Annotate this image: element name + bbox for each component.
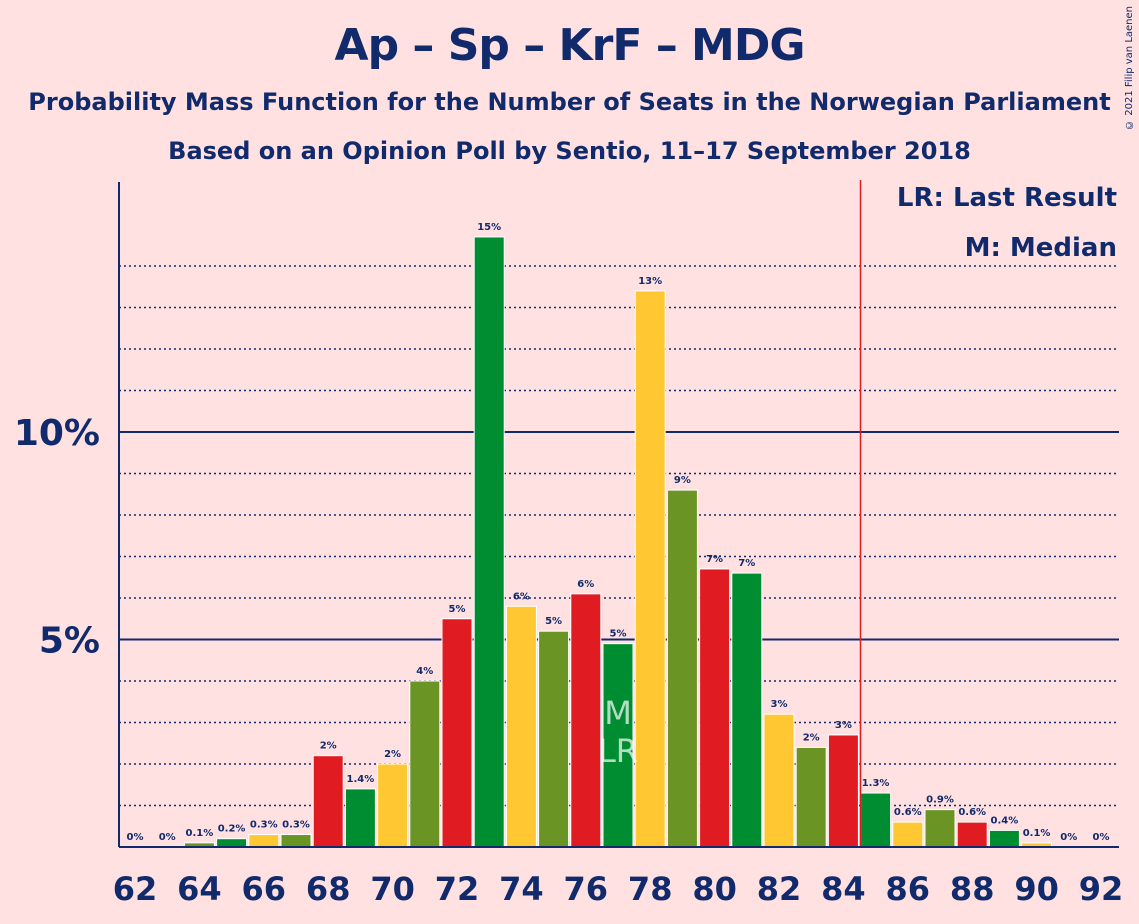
bar (312, 755, 344, 848)
data-label: 1.4% (347, 774, 375, 785)
bar (731, 572, 763, 848)
data-label: 0.3% (250, 820, 278, 831)
bar (377, 763, 409, 848)
data-label: 1.3% (862, 778, 890, 789)
x-tick-label: 86 (886, 870, 931, 908)
bar (473, 236, 505, 848)
x-tick-label: 68 (306, 870, 351, 908)
bar (699, 568, 731, 848)
data-label: 15% (477, 222, 501, 233)
data-label: 0.9% (926, 795, 954, 806)
bar (280, 834, 312, 848)
data-label: 5% (545, 616, 562, 627)
bar (248, 834, 280, 848)
data-label: 7% (738, 558, 755, 569)
data-label: 2% (803, 732, 820, 743)
chart-source: Based on an Opinion Poll by Sentio, 11–1… (168, 137, 971, 165)
data-label: 3% (835, 720, 852, 731)
y-tick-label: 5% (39, 621, 100, 662)
x-tick-label: 76 (564, 870, 609, 908)
x-tick-label: 62 (113, 870, 158, 908)
data-label: 0.4% (991, 815, 1019, 826)
x-tick-label: 70 (370, 870, 415, 908)
data-label: 7% (706, 554, 723, 565)
x-tick-label: 72 (435, 870, 480, 908)
bar (634, 290, 666, 848)
bar (505, 605, 537, 848)
x-tick-label: 78 (628, 870, 673, 908)
data-label: 0% (159, 832, 176, 843)
median-marker: M (604, 694, 632, 732)
bar (409, 680, 441, 848)
bar (924, 809, 956, 848)
data-label: 5% (449, 604, 466, 615)
data-label: 4% (416, 666, 433, 677)
bar (344, 788, 376, 848)
bar (827, 734, 859, 848)
data-label: 0.3% (282, 820, 310, 831)
data-label: 0.1% (186, 828, 214, 839)
data-label: 6% (577, 579, 594, 590)
bar (570, 593, 602, 848)
bar (602, 643, 634, 848)
data-label: 0.1% (1023, 828, 1051, 839)
bar (988, 829, 1020, 848)
data-label: 5% (610, 629, 627, 640)
x-tick-label: 82 (757, 870, 802, 908)
bar (441, 618, 473, 848)
x-tick-label: 90 (1014, 870, 1059, 908)
legend-median: M: Median (964, 233, 1117, 263)
bar (216, 838, 248, 848)
data-label: 0% (127, 832, 144, 843)
data-label: 0.6% (958, 807, 986, 818)
bar (538, 630, 570, 848)
x-tick-label: 66 (242, 870, 287, 908)
data-label: 0% (1060, 832, 1077, 843)
bar (892, 821, 924, 848)
bar (795, 746, 827, 848)
data-label: 2% (384, 749, 401, 760)
data-label: 0.6% (894, 807, 922, 818)
data-label: 6% (513, 591, 530, 602)
bar (763, 713, 795, 848)
data-label: 9% (674, 475, 691, 486)
bar (956, 821, 988, 848)
data-label: 13% (638, 276, 662, 287)
x-tick-label: 88 (950, 870, 995, 908)
x-tick-label: 80 (692, 870, 737, 908)
bar (860, 792, 892, 848)
x-tick-label: 84 (821, 870, 866, 908)
chart-title: Ap – Sp – KrF – MDG (334, 20, 806, 71)
x-tick-label: 74 (499, 870, 544, 908)
data-label: 0.2% (218, 824, 246, 835)
data-label: 0% (1093, 832, 1110, 843)
data-label: 2% (320, 741, 337, 752)
bar (666, 489, 698, 848)
x-tick-label: 64 (177, 870, 222, 908)
legend-last-result: LR: Last Result (896, 183, 1117, 213)
chart-subtitle: Probability Mass Function for the Number… (28, 88, 1111, 116)
x-tick-label: 92 (1079, 870, 1124, 908)
y-tick-label: 10% (14, 413, 100, 454)
data-label: 3% (771, 699, 788, 710)
last-result-marker: LR (598, 732, 638, 770)
